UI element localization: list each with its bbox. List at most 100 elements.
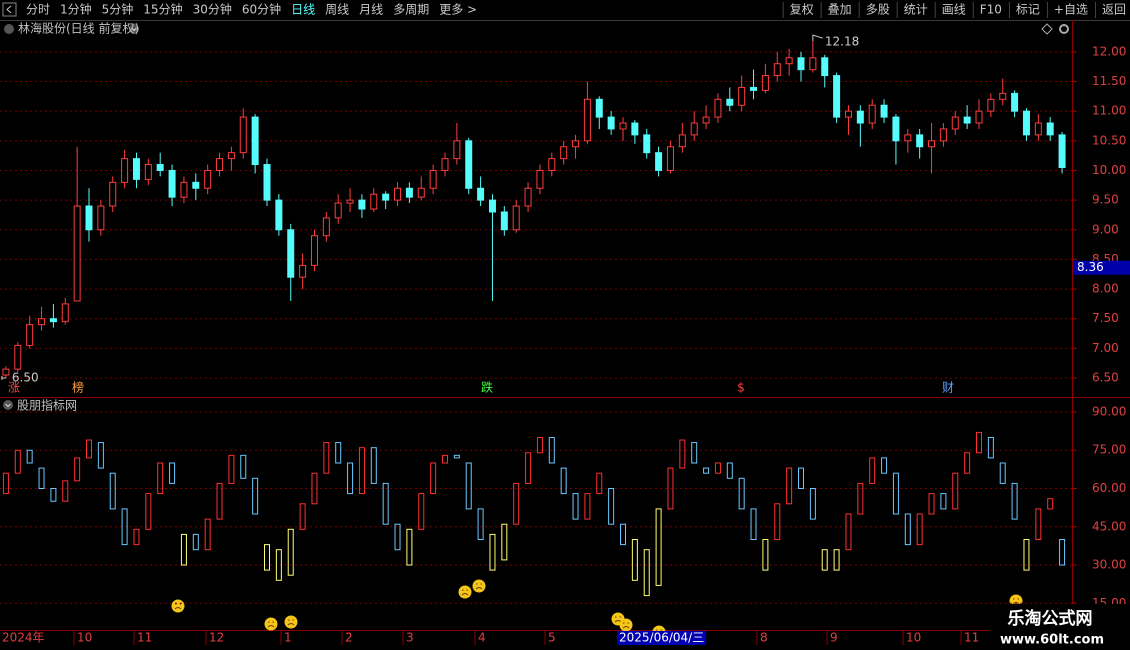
candle-body bbox=[49, 318, 57, 323]
indicator-bar bbox=[608, 487, 615, 525]
indicator-bar bbox=[774, 503, 781, 541]
toolbar-button[interactable]: 统计 bbox=[904, 3, 928, 17]
toolbar-button[interactable]: 多股 bbox=[866, 3, 890, 17]
period-tab[interactable]: 月线 bbox=[359, 3, 383, 17]
candle-body bbox=[239, 116, 247, 154]
signal-faces bbox=[171, 579, 1023, 639]
indicator-bar bbox=[2, 472, 9, 495]
indicator-bar bbox=[548, 436, 555, 464]
period-tab[interactable]: 日线 bbox=[291, 3, 315, 17]
period-tab[interactable]: 分时 bbox=[26, 3, 50, 17]
indicator-bar bbox=[252, 477, 259, 515]
indicator-bar bbox=[1035, 508, 1042, 541]
toolbar-button[interactable]: 画线 bbox=[942, 3, 966, 17]
indicator-menu-icon[interactable] bbox=[3, 400, 13, 410]
candle-body bbox=[643, 134, 651, 154]
candle-body bbox=[73, 205, 81, 302]
indicator-bar bbox=[714, 462, 721, 474]
indicator-bar bbox=[394, 523, 401, 551]
diamond-icon[interactable] bbox=[1041, 23, 1053, 35]
indicator-bar bbox=[216, 482, 223, 520]
event-marker[interactable]: 跌 bbox=[481, 380, 493, 395]
candle-body bbox=[26, 324, 34, 346]
candle-body bbox=[216, 158, 224, 171]
period-tab[interactable]: 多周期 bbox=[393, 3, 429, 17]
face bbox=[458, 585, 472, 599]
period-tab[interactable]: 5分钟 bbox=[102, 2, 134, 17]
indicator-bar bbox=[952, 472, 959, 510]
candle-body bbox=[477, 187, 485, 201]
event-marker[interactable]: 涨 bbox=[8, 380, 20, 395]
toolbar-button[interactable]: 叠加 bbox=[828, 3, 852, 17]
candle-body bbox=[726, 98, 734, 106]
y-tick-label: 7.00 bbox=[1092, 341, 1119, 355]
candle-body bbox=[227, 152, 235, 160]
chart-title: 林海股份(日线 前复权) bbox=[18, 21, 139, 36]
indicator-bar bbox=[358, 447, 365, 495]
event-marker[interactable]: $ bbox=[737, 381, 745, 395]
date-label: 5 bbox=[548, 631, 556, 645]
indicator-bar bbox=[964, 452, 971, 474]
indicator-bar bbox=[453, 454, 460, 459]
settings-icon[interactable] bbox=[1059, 24, 1069, 34]
y-tick-label: 9.00 bbox=[1092, 222, 1119, 236]
toolbar-button[interactable]: 返回 bbox=[1102, 3, 1126, 17]
indicator-bar bbox=[50, 487, 57, 502]
signal-bar bbox=[643, 549, 650, 597]
period-tab[interactable]: 1分钟 bbox=[60, 2, 92, 17]
title-menu-icon[interactable] bbox=[129, 24, 139, 34]
face bbox=[171, 599, 185, 613]
period-tab[interactable]: 周线 bbox=[325, 3, 349, 17]
candle-body bbox=[61, 303, 69, 323]
signal-bar bbox=[489, 533, 496, 571]
indicator-bar bbox=[192, 533, 199, 551]
candle-body bbox=[809, 57, 817, 71]
indicator-bar bbox=[14, 449, 21, 474]
y-tick-label: 8.00 bbox=[1092, 282, 1119, 296]
candle-body bbox=[132, 158, 140, 180]
indicator-bar bbox=[916, 513, 923, 546]
candle-body bbox=[168, 169, 176, 198]
candle-body bbox=[14, 344, 22, 370]
indicator-bar bbox=[323, 442, 330, 474]
toolbar-button[interactable]: F10 bbox=[980, 3, 1002, 17]
candle-body bbox=[263, 164, 271, 201]
candle-body bbox=[690, 122, 698, 136]
low-label: 6.50 bbox=[12, 371, 39, 385]
toolbar-icon[interactable] bbox=[2, 2, 17, 17]
indicator-bar bbox=[204, 518, 211, 551]
candle-body bbox=[156, 164, 164, 171]
period-tab[interactable]: 60分钟 bbox=[242, 2, 281, 17]
candle-body bbox=[275, 199, 283, 231]
face-features bbox=[461, 589, 469, 596]
signal-bar bbox=[833, 549, 840, 571]
toolbar-button[interactable]: +自选 bbox=[1054, 3, 1088, 17]
indicator-bar bbox=[62, 480, 69, 502]
candle-body bbox=[180, 181, 188, 198]
candle-body bbox=[821, 57, 829, 77]
period-tab[interactable]: 15分钟 bbox=[143, 2, 182, 17]
period-tab[interactable]: 30分钟 bbox=[193, 2, 232, 17]
indicator-bar bbox=[560, 467, 567, 495]
date-cursor-label: 2025/06/04/三 bbox=[619, 631, 704, 645]
toolbar-button[interactable]: 复权 bbox=[790, 3, 814, 17]
indicator-bar bbox=[1059, 539, 1066, 566]
candle-body bbox=[963, 116, 971, 124]
date-label: 12 bbox=[209, 631, 224, 645]
candle-body bbox=[738, 86, 746, 106]
title-icon[interactable] bbox=[4, 24, 14, 34]
indicator-bar bbox=[691, 442, 698, 464]
y-tick-label: 60.00 bbox=[1092, 481, 1126, 495]
date-label: 4 bbox=[478, 631, 486, 645]
period-tab[interactable]: 更多 > bbox=[439, 3, 477, 17]
event-marker[interactable]: 榜 bbox=[72, 380, 84, 395]
candle-body bbox=[1058, 134, 1066, 169]
candle-body bbox=[797, 57, 805, 71]
face bbox=[472, 579, 486, 593]
event-marker[interactable]: 财 bbox=[942, 381, 954, 395]
indicator-bar bbox=[976, 431, 982, 454]
candle-body bbox=[1011, 92, 1019, 112]
face-features bbox=[475, 583, 483, 590]
indicator-bar bbox=[584, 493, 591, 520]
toolbar-button[interactable]: 标记 bbox=[1016, 3, 1040, 17]
